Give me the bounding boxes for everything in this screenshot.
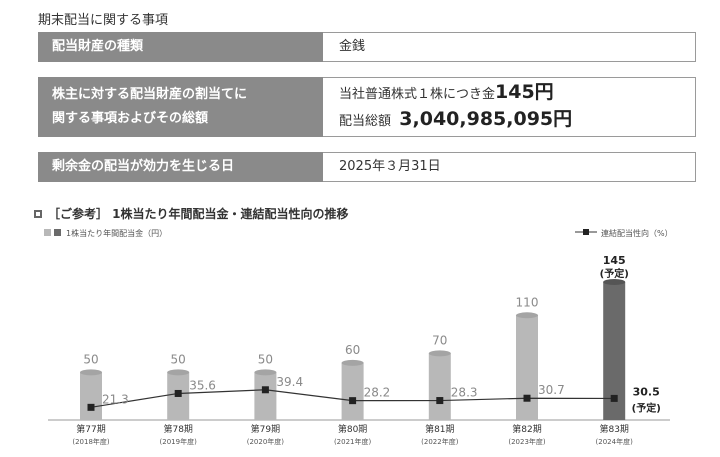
- bar: [603, 282, 626, 420]
- row-value: 当社普通株式１株につき金145円 配当総額 3,040,985,095円: [323, 77, 696, 137]
- legend-bar-label: 1株当たり年間配当金（円）: [66, 228, 167, 238]
- bar-value-note: (予定): [600, 267, 629, 280]
- line-point: [261, 386, 269, 394]
- line-value-label: 35.6: [189, 378, 216, 392]
- legend-line-label: 連結配当性向（%）: [601, 228, 673, 238]
- row-label: 株主に対する配当財産の割当てに 関する事項およびその総額: [38, 77, 323, 137]
- bar: [341, 362, 364, 420]
- x-tick-sublabel: (2018年度): [72, 437, 110, 446]
- bar-cap: [516, 312, 538, 319]
- x-tick-sublabel: (2021年度): [334, 437, 372, 446]
- legend-line-marker: [583, 229, 589, 235]
- x-tick-label: 第79期: [251, 423, 280, 435]
- x-tick-label: 第77期: [76, 423, 105, 435]
- x-tick-label: 第80期: [338, 423, 367, 435]
- row-label: 剰余金の配当が効力を生じる日: [38, 152, 323, 182]
- row-allocation: 株主に対する配当財産の割当てに 関する事項およびその総額 当社普通株式１株につき…: [38, 77, 696, 137]
- bar-value-label: 70: [432, 333, 447, 347]
- section-title: 期末配当に関する事項: [38, 13, 169, 28]
- line-point: [174, 389, 182, 397]
- x-tick-label: 第78期: [163, 423, 192, 435]
- x-tick-label: 第82期: [512, 423, 541, 435]
- bar-cap: [167, 369, 190, 376]
- bar-cap: [254, 369, 277, 376]
- bar: [428, 353, 451, 420]
- x-tick-sublabel: (2020年度): [247, 437, 285, 446]
- bar-value-label: 50: [258, 352, 273, 366]
- line-value-label: 30.5: [633, 385, 660, 398]
- legend-bar-swatch: [44, 229, 51, 236]
- legend-bar-swatch: [54, 229, 61, 236]
- total-amount: 配当総額 3,040,985,095円: [339, 108, 573, 130]
- bar-value-label: 50: [171, 352, 186, 366]
- row-value: 金銭: [323, 32, 696, 62]
- x-tick-label: 第83期: [599, 423, 628, 435]
- row-effective-date: 剰余金の配当が効力を生じる日 2025年３月31日: [38, 152, 696, 182]
- bar-value-label: 145: [603, 254, 626, 267]
- row-label-line: 株主に対する配当財産の割当てに: [52, 87, 248, 102]
- per-share-amount: 当社普通株式１株につき金145円: [339, 81, 554, 103]
- bar-value-label: 50: [83, 352, 98, 366]
- line-point: [436, 397, 444, 405]
- line-point: [87, 403, 95, 411]
- row-label-line: 関する事項およびその総額: [52, 111, 209, 126]
- line-value-label: 30.7: [538, 383, 565, 397]
- bar-value-label: 110: [516, 295, 539, 309]
- bar-cap: [341, 359, 364, 366]
- line-value-label: 28.3: [451, 386, 478, 400]
- row-value: 2025年３月31日: [323, 152, 696, 182]
- line-value-label: 21.3: [102, 392, 129, 406]
- line-point: [523, 394, 531, 402]
- row-dividend-type: 配当財産の種類 金銭: [38, 32, 696, 62]
- bar-cap: [428, 350, 451, 357]
- line-value-label: 28.2: [364, 386, 391, 400]
- line-point: [610, 394, 618, 402]
- line-value-label: 39.4: [276, 375, 303, 389]
- bar: [80, 372, 102, 420]
- bar: [516, 315, 538, 420]
- bar-cap: [603, 279, 626, 285]
- line-point: [349, 397, 357, 405]
- x-tick-sublabel: (2022年度): [421, 437, 459, 446]
- line-value-note: (予定): [632, 401, 661, 414]
- x-tick-sublabel: (2019年度): [160, 437, 198, 446]
- x-tick-sublabel: (2024年度): [596, 437, 634, 446]
- chart-heading: ［ご参考］ 1株当たり年間配当金・連結配当性向の推移: [34, 205, 349, 222]
- square-icon: [34, 209, 42, 218]
- row-label: 配当財産の種類: [38, 32, 323, 62]
- x-tick-sublabel: (2023年度): [508, 437, 546, 446]
- bar-cap: [80, 369, 102, 376]
- bar: [254, 372, 277, 420]
- bar-value-label: 60: [345, 343, 360, 357]
- x-tick-label: 第81期: [425, 423, 454, 435]
